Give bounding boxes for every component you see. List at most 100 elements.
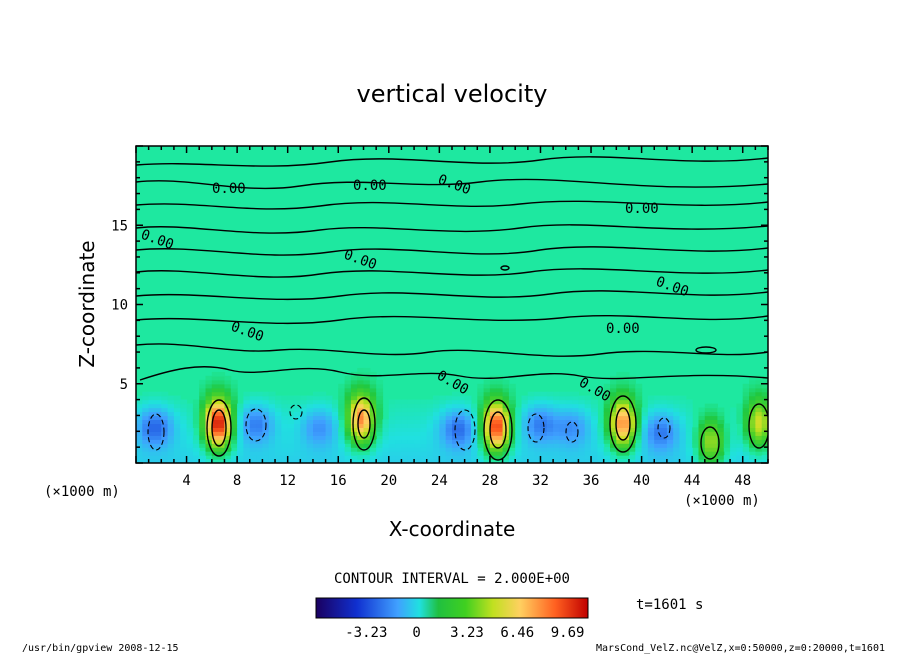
heatmap-cell — [230, 403, 238, 409]
x-tick-label: 36 — [583, 473, 600, 489]
heatmap-cell — [388, 447, 396, 452]
heatmap-cell — [249, 459, 257, 463]
heatmap-cell — [483, 395, 491, 401]
heatmap-cell — [572, 391, 579, 397]
heatmap-cell — [300, 399, 308, 405]
heatmap-cell — [433, 435, 440, 440]
heatmap-cell — [515, 435, 523, 440]
heatmap-cell — [502, 411, 510, 417]
heatmap-cell — [673, 411, 681, 417]
heatmap-cell — [344, 447, 352, 452]
heatmap-cell — [685, 399, 693, 405]
heatmap-cell — [338, 439, 346, 444]
heatmap-cell — [142, 391, 150, 397]
heatmap-cell — [230, 459, 238, 463]
heatmap-cell — [515, 439, 523, 444]
heatmap-cell — [249, 403, 257, 409]
heatmap-cell — [692, 427, 700, 432]
heatmap-cell — [761, 447, 768, 452]
heatmap-cell — [331, 403, 339, 409]
heatmap-cell — [622, 427, 630, 432]
heatmap-cell — [736, 447, 744, 452]
heatmap-cell — [660, 427, 668, 432]
heatmap-cell — [313, 427, 320, 432]
heatmap-cell — [237, 435, 244, 440]
heatmap-cell — [565, 459, 573, 463]
heatmap-cell — [755, 435, 763, 440]
heatmap-cell — [641, 455, 649, 460]
heatmap-cell — [603, 435, 611, 440]
heatmap-cell — [319, 443, 327, 448]
heatmap-cell — [230, 399, 238, 405]
heatmap-cell — [155, 403, 162, 409]
heatmap-cell — [704, 427, 712, 432]
heatmap-cell — [344, 391, 352, 397]
heatmap-cell — [369, 451, 377, 456]
heatmap-cell — [629, 383, 636, 389]
heatmap-cell — [388, 403, 396, 409]
heatmap-cell — [540, 391, 548, 397]
heatmap-cell — [357, 371, 365, 377]
heatmap-cell — [249, 415, 257, 420]
heatmap-cell — [376, 431, 384, 436]
heatmap-cell — [313, 403, 320, 409]
heatmap-cell — [211, 447, 219, 452]
heatmap-cell — [464, 427, 472, 432]
heatmap-cell — [445, 419, 453, 424]
heatmap-cell — [445, 395, 453, 401]
heatmap-cell — [685, 411, 693, 417]
heatmap-cell — [344, 379, 352, 385]
heatmap-cell — [546, 439, 554, 444]
heatmap-cell — [155, 391, 162, 397]
heatmap-cell — [142, 399, 150, 405]
heatmap-cell — [363, 435, 371, 440]
heatmap-cell — [401, 411, 409, 417]
heatmap-cell — [553, 399, 560, 405]
heatmap-cell — [591, 423, 598, 428]
heatmap-cell — [268, 459, 276, 463]
heatmap-cell — [369, 375, 377, 381]
heatmap-cell — [426, 423, 434, 428]
heatmap-cell — [515, 411, 523, 417]
heatmap-cell — [256, 435, 263, 440]
heatmap-cell — [534, 427, 542, 432]
heatmap-cell — [610, 411, 617, 417]
heatmap-cell — [673, 399, 681, 405]
heatmap-cell — [603, 419, 611, 424]
heatmap-cell — [199, 407, 207, 413]
heatmap-cell — [281, 435, 289, 440]
heatmap-cell — [275, 443, 282, 448]
heatmap-cell — [578, 427, 586, 432]
heatmap-cell — [553, 411, 560, 417]
heatmap-cell — [692, 455, 700, 460]
heatmap-cell — [148, 423, 156, 428]
heatmap-cell — [496, 447, 504, 452]
heatmap-cell — [357, 427, 365, 432]
heatmap-cell — [755, 451, 763, 456]
heatmap-cell — [603, 459, 611, 463]
heatmap-cell — [458, 415, 466, 420]
heatmap-cell — [224, 451, 232, 456]
heatmap-cell — [635, 407, 643, 413]
heatmap-cell — [388, 431, 396, 436]
heatmap-cell — [749, 403, 756, 409]
heatmap-cell — [477, 459, 485, 463]
heatmap-cell — [610, 447, 617, 452]
heatmap-cell — [673, 423, 681, 428]
heatmap-cell — [654, 427, 662, 432]
heatmap-cell — [313, 395, 320, 401]
heatmap-cell — [749, 395, 756, 401]
heatmap-cell — [572, 415, 579, 420]
heatmap-cell — [742, 459, 750, 463]
heatmap-cell — [407, 443, 415, 448]
heatmap-cell — [761, 431, 768, 436]
heatmap-cell — [508, 451, 516, 456]
heatmap-cell — [300, 419, 308, 424]
heatmap-cell — [489, 403, 497, 409]
heatmap-cell — [249, 455, 257, 460]
heatmap-cell — [281, 431, 289, 436]
heatmap-cell — [452, 415, 459, 420]
heatmap-cell — [275, 415, 282, 420]
heatmap-cell — [224, 387, 232, 393]
heatmap-cell — [395, 447, 402, 452]
